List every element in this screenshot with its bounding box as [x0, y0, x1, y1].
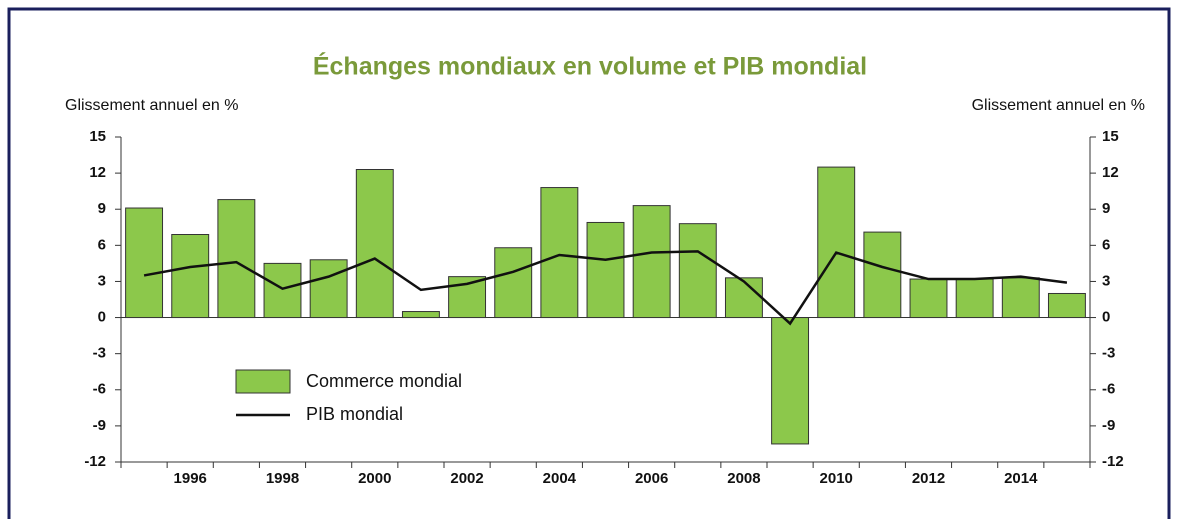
y-tick-label: 3 [98, 272, 106, 289]
bar [586, 221, 625, 319]
legend-swatch [235, 369, 291, 394]
bar [309, 259, 348, 319]
frame [7, 7, 1171, 524]
y-tick-label: 0 [98, 309, 106, 326]
bar [909, 278, 948, 319]
x-tick-label: 2010 [820, 470, 853, 487]
bar [263, 262, 302, 319]
bar [817, 166, 856, 319]
y2-tick-label: 9 [1102, 200, 1110, 217]
y2-tick-label: 0 [1102, 309, 1110, 326]
y-tick-label: -9 [93, 417, 106, 434]
y-tick-label: 15 [89, 128, 106, 145]
x-tick-label: 1996 [174, 470, 207, 487]
y2-tick-label: 15 [1102, 128, 1119, 145]
y-tick-label: -12 [84, 453, 106, 470]
bar [540, 187, 579, 319]
line [143, 250, 1068, 326]
bar [494, 247, 533, 319]
bar [1001, 277, 1040, 319]
bar [863, 231, 902, 319]
x-tick-label: 1998 [266, 470, 299, 487]
bar [355, 169, 394, 319]
y2-tick-label: -12 [1102, 453, 1124, 470]
y2-tick-label: 6 [1102, 236, 1110, 253]
y-axis-label: Glissement annuel en % [65, 97, 238, 114]
x-tick-label: 2004 [543, 470, 577, 487]
bar [217, 199, 256, 319]
legend-label: PIB mondial [306, 404, 403, 424]
y-tick-label: -3 [93, 345, 106, 362]
x-tick-label: 2008 [727, 470, 760, 487]
x-tick-label: 2006 [635, 470, 668, 487]
y2-tick-label: -6 [1102, 381, 1115, 398]
y-tick-label: 9 [98, 200, 106, 217]
bar [125, 207, 164, 319]
y2-tick-label: -9 [1102, 417, 1115, 434]
x-tick-label: 2014 [1004, 470, 1038, 487]
y2-tick-label: -3 [1102, 345, 1115, 362]
x-tick-label: 2012 [912, 470, 945, 487]
bar [724, 277, 763, 319]
legend-label: Commerce mondial [306, 371, 462, 391]
x-tick-label: 2002 [450, 470, 483, 487]
chart-title: Échanges mondiaux en volume et PIB mondi… [313, 52, 867, 81]
y-tick-label: -6 [93, 381, 106, 398]
x-tick-label: 2000 [358, 470, 391, 487]
bar [771, 317, 810, 445]
y2-tick-label: 3 [1102, 272, 1110, 289]
bar [955, 278, 994, 319]
bar [171, 234, 210, 319]
y2-tick-label: 12 [1102, 164, 1119, 181]
y-tick-label: 12 [89, 164, 106, 181]
bar [401, 311, 440, 319]
y-tick-label: 6 [98, 236, 106, 253]
y2-axis-label: Glissement annuel en % [972, 97, 1145, 114]
bar [1047, 292, 1086, 319]
bar [678, 223, 717, 319]
bar [632, 205, 671, 319]
